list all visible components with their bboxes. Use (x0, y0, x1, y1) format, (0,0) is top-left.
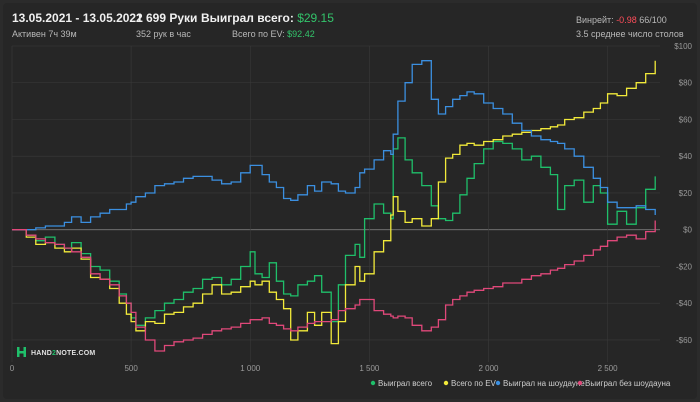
won-total-value: $29.15 (297, 11, 334, 25)
y-tick-label: -$60 (676, 336, 693, 345)
legend-marker (577, 380, 583, 386)
y-tick-label: $60 (679, 115, 693, 124)
series-line-won-total (12, 137, 656, 326)
chart-legend: Выиграл всего Всего по EV Выиграл на шоуда… (370, 379, 671, 388)
y-tick-label: $80 (679, 79, 693, 88)
graph-panel (3, 3, 697, 399)
legend-marker (370, 380, 376, 386)
avg-tables: 3.5 среднее число столов (576, 29, 684, 39)
series-line-non-showdown (12, 220, 656, 352)
y-tick-label: $40 (679, 152, 693, 161)
legend-label[interactable]: Выиграл без шоудауна (585, 379, 671, 388)
legend-label[interactable]: Всего по EV (451, 379, 497, 388)
series-line-showdown (12, 60, 656, 231)
x-tick-label: 0 (10, 364, 15, 373)
hands-count: 2 699 Руки (136, 11, 198, 25)
y-tick-label: -$20 (676, 262, 693, 271)
x-tick-label: 1 000 (240, 364, 261, 373)
legend-marker (443, 380, 449, 386)
x-tick-label: 500 (124, 364, 138, 373)
winrate-label: Винрейт: (576, 15, 614, 25)
legend-marker (495, 380, 501, 386)
y-tick-label: $100 (674, 42, 692, 51)
x-axis-ticks: 0 500 1 000 1 500 2 000 2 500 (10, 364, 618, 373)
ev-total-value: $92.42 (287, 29, 315, 39)
chart-series (12, 60, 656, 352)
ev-total-label: Всего по EV: (232, 29, 285, 39)
won-total-label: Выиграл всего: (201, 11, 294, 25)
winrate: Винрейт: -0.98 66/100 (576, 14, 667, 27)
x-tick-label: 2 000 (478, 364, 499, 373)
series-line-ev-total (12, 60, 656, 345)
y-tick-label: $20 (679, 189, 693, 198)
won-total: Выиграл всего: $29.15 (201, 12, 334, 25)
y-axis-ticks: $100 $80 $60 $40 $20 $0 -$20 -$40 -$60 (674, 42, 692, 345)
winrate-value: -0.98 (616, 15, 637, 25)
winrate-hands: 66/100 (639, 15, 667, 25)
date-range: 13.05.2021 - 13.05.2021 (12, 11, 143, 25)
legend-label[interactable]: Выиграл на шоудауне (503, 379, 585, 388)
logo-text: HAND2NOTE.COM (31, 350, 95, 357)
active-time: Активен 7ч 39м (12, 29, 77, 39)
chart-grid (11, 45, 660, 362)
y-tick-label: -$40 (676, 299, 693, 308)
y-tick-label: $0 (683, 226, 692, 235)
x-tick-label: 1 500 (359, 364, 380, 373)
hand2note-logo: HAND2NOTE.COM (17, 347, 95, 357)
hands-per-hour: 352 рук в час (136, 29, 191, 39)
x-tick-label: 2 500 (598, 364, 619, 373)
legend-label[interactable]: Выиграл всего (378, 379, 433, 388)
ev-total: Всего по EV: $92.42 (232, 28, 315, 41)
